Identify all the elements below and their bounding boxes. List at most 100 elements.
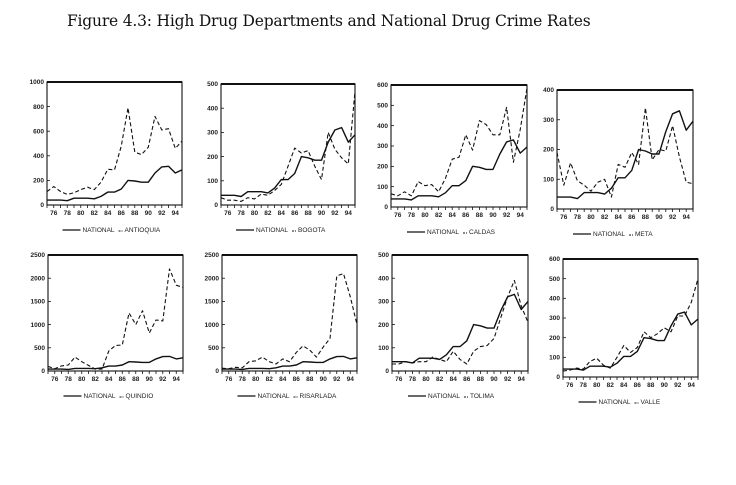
x-tick-label: 78 bbox=[64, 210, 72, 217]
plot-frame bbox=[47, 254, 184, 372]
x-tick-label: 92 bbox=[331, 210, 339, 217]
series-line-meta bbox=[556, 107, 694, 198]
x-tick-label: 92 bbox=[158, 210, 166, 217]
x-tick-label: 90 bbox=[318, 210, 326, 217]
y-tick-label: 300 bbox=[549, 315, 560, 322]
plot-frame bbox=[46, 81, 183, 206]
x-tick-label: 88 bbox=[131, 210, 139, 217]
x-tick-label: 90 bbox=[146, 376, 154, 383]
legend-label-national: NATIONAL bbox=[428, 393, 460, 400]
x-tick-label: 84 bbox=[615, 214, 623, 221]
legend-label-bogota: BOGOTA bbox=[298, 227, 326, 234]
x-tick-label: 86 bbox=[119, 376, 127, 383]
y-tick-label: 300 bbox=[207, 130, 218, 137]
y-tick-label: 0 bbox=[41, 368, 45, 375]
x-tick-label: 80 bbox=[78, 376, 86, 383]
x-tick-label: 92 bbox=[333, 376, 341, 383]
series-line-caldas bbox=[390, 87, 528, 197]
x-tick-label: 94 bbox=[683, 214, 691, 221]
x-tick-label: 78 bbox=[408, 212, 416, 219]
series-line-national bbox=[557, 110, 694, 200]
x-tick-label: 78 bbox=[237, 210, 245, 217]
x-tick-label: 80 bbox=[587, 214, 595, 221]
legend-label-caldas: CALDAS bbox=[469, 229, 496, 236]
x-tick-label: 90 bbox=[489, 212, 497, 219]
series-line-bogota bbox=[220, 91, 356, 202]
y-tick-label: 800 bbox=[33, 104, 44, 111]
legend-label-national: NATIONAL bbox=[256, 227, 288, 234]
x-tick-label: 86 bbox=[463, 376, 471, 383]
legend-label-risarlada: RISARLADA bbox=[300, 393, 338, 400]
x-tick-label: 82 bbox=[266, 376, 274, 383]
plot-frame bbox=[390, 84, 528, 208]
y-tick-label: 400 bbox=[378, 275, 389, 282]
x-tick-label: 86 bbox=[634, 382, 642, 389]
x-tick-label: 94 bbox=[345, 210, 353, 217]
y-tick-label: 100 bbox=[378, 345, 389, 352]
y-tick-label: 2500 bbox=[205, 252, 220, 259]
y-tick-label: 200 bbox=[378, 322, 389, 329]
legend-label-quindio: QUINDIO bbox=[126, 393, 154, 400]
y-tick-label: 500 bbox=[549, 276, 560, 283]
legend-label-national: NATIONAL bbox=[84, 393, 116, 400]
chart-quindio: 0 500 1000 1500 2000 2500 76 78 80 82 84 86 88 90 92 94… bbox=[31, 252, 184, 400]
x-tick-label: 94 bbox=[518, 376, 526, 383]
x-tick-label: 82 bbox=[607, 382, 615, 389]
y-tick-label: 600 bbox=[33, 128, 44, 135]
x-tick-label: 78 bbox=[239, 376, 247, 383]
y-tick-label: 1500 bbox=[31, 299, 46, 306]
x-tick-label: 82 bbox=[91, 210, 99, 217]
x-tick-label: 78 bbox=[409, 376, 417, 383]
figure-title: Figure 4.3: High Drug Departments and Na… bbox=[67, 12, 591, 30]
x-tick-label: 84 bbox=[279, 376, 287, 383]
x-tick-label: 88 bbox=[306, 376, 314, 383]
x-tick-label: 88 bbox=[642, 214, 650, 221]
plot-frame bbox=[562, 258, 699, 378]
x-tick-label: 76 bbox=[225, 376, 233, 383]
y-tick-label: 300 bbox=[543, 117, 554, 124]
y-tick-label: 500 bbox=[377, 103, 388, 110]
y-tick-label: 100 bbox=[543, 176, 554, 183]
x-tick-label: 90 bbox=[145, 210, 153, 217]
x-tick-label: 92 bbox=[159, 376, 167, 383]
y-tick-label: 200 bbox=[543, 147, 554, 154]
x-tick-label: 94 bbox=[173, 376, 181, 383]
chart-bogota: 0 100 200 300 400 500 76 78 80 82 84 86 88 90 92 94 NATI… bbox=[207, 81, 356, 234]
legend-label-national: NATIONAL bbox=[258, 393, 290, 400]
legend-label-valle: VALLE bbox=[641, 399, 661, 406]
y-tick-label: 400 bbox=[207, 105, 218, 112]
x-tick-label: 86 bbox=[628, 214, 636, 221]
y-tick-label: 2500 bbox=[31, 252, 46, 259]
plot-frame bbox=[556, 89, 694, 210]
y-tick-label: 100 bbox=[207, 178, 218, 185]
x-tick-label: 76 bbox=[566, 382, 574, 389]
x-tick-label: 84 bbox=[450, 376, 458, 383]
plot-frame bbox=[220, 83, 356, 206]
y-tick-label: 0 bbox=[214, 202, 218, 209]
x-tick-label: 82 bbox=[92, 376, 100, 383]
y-tick-label: 2000 bbox=[205, 275, 220, 282]
y-tick-label: 300 bbox=[378, 299, 389, 306]
plot-frame bbox=[221, 254, 358, 372]
x-tick-label: 76 bbox=[560, 214, 568, 221]
x-tick-label: 84 bbox=[278, 210, 286, 217]
y-tick-label: 0 bbox=[550, 206, 554, 213]
legend-label-national: NATIONAL bbox=[427, 229, 459, 236]
legend-label-national: NATIONAL bbox=[599, 399, 631, 406]
y-tick-label: 100 bbox=[377, 184, 388, 191]
legend-label-national: NATIONAL bbox=[593, 231, 625, 238]
y-tick-label: 0 bbox=[385, 368, 389, 375]
legend-label-national: NATIONAL bbox=[83, 227, 115, 234]
x-tick-label: 88 bbox=[647, 382, 655, 389]
y-tick-label: 1000 bbox=[30, 79, 45, 86]
x-tick-label: 82 bbox=[601, 214, 609, 221]
x-tick-label: 94 bbox=[688, 382, 696, 389]
x-tick-label: 80 bbox=[251, 210, 259, 217]
x-tick-label: 76 bbox=[224, 210, 232, 217]
chart-tolima: 0 100 200 300 400 500 76 78 80 82 84 86 88 90 92 94 NATI… bbox=[378, 252, 529, 400]
legend-label-antioquia: ANTIOQUIA bbox=[125, 227, 161, 234]
y-tick-label: 1500 bbox=[205, 299, 220, 306]
x-tick-label: 82 bbox=[435, 212, 443, 219]
x-tick-label: 86 bbox=[462, 212, 470, 219]
y-tick-label: 2000 bbox=[31, 275, 46, 282]
